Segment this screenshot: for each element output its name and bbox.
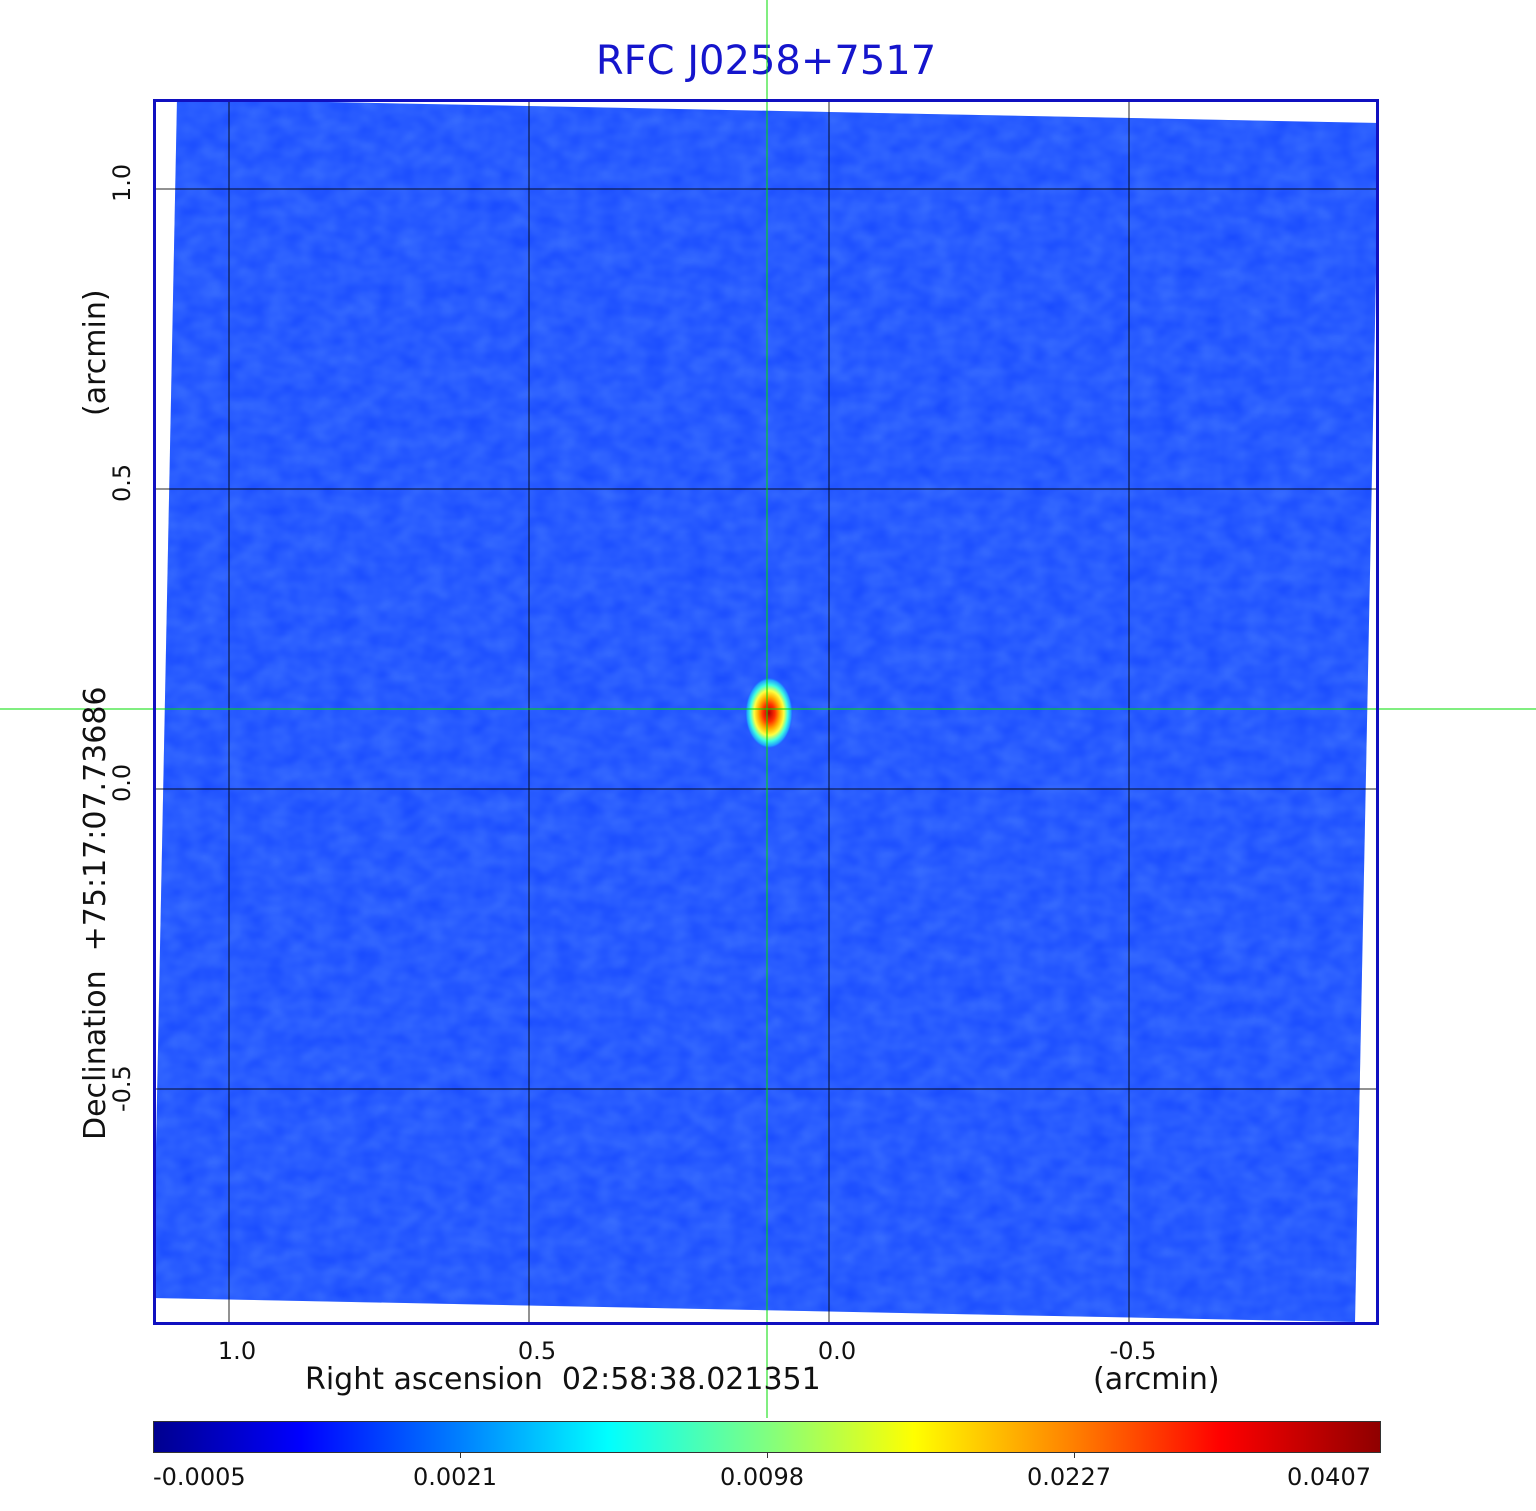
image-title: RFC J0258+7517 — [595, 38, 937, 84]
colorbar-tick-mark — [1074, 1452, 1075, 1458]
y-tick-label: 0.5 — [108, 463, 136, 502]
colorbar — [153, 1421, 1381, 1453]
colorbar-tick-label: 0.0407 — [1287, 1463, 1371, 1491]
x-tick-label: -0.5 — [1109, 1337, 1157, 1365]
radio-source — [745, 677, 793, 749]
colorbar-tick-label: 0.0227 — [1027, 1463, 1111, 1491]
y-axis-label: Declination +75:17:07.73686 — [78, 686, 113, 1140]
colorbar-tick-mark — [767, 1452, 768, 1458]
colorbar-tick-mark — [460, 1452, 461, 1458]
x-tick-label: 0.5 — [517, 1337, 557, 1365]
colorbar-tick-label: 0.0098 — [720, 1463, 804, 1491]
y-tick-label: 1.0 — [108, 163, 136, 202]
y-axis-unit: (arcmin) — [78, 289, 113, 416]
plot-frame — [153, 99, 1379, 1325]
coordinate-grid — [155, 101, 1377, 1323]
colorbar-tick-label: 0.0021 — [413, 1463, 497, 1491]
x-axis-label: Right ascension 02:58:38.021351 — [305, 1362, 821, 1397]
x-axis-unit: (arcmin) — [1093, 1362, 1220, 1397]
x-tick-label: 0.0 — [817, 1337, 857, 1365]
image-data — [153, 99, 1379, 1322]
x-tick-label: 1.0 — [217, 1337, 257, 1365]
crosshair — [0, 0, 1536, 1418]
colorbar-tick-label: -0.0005 — [153, 1463, 246, 1491]
